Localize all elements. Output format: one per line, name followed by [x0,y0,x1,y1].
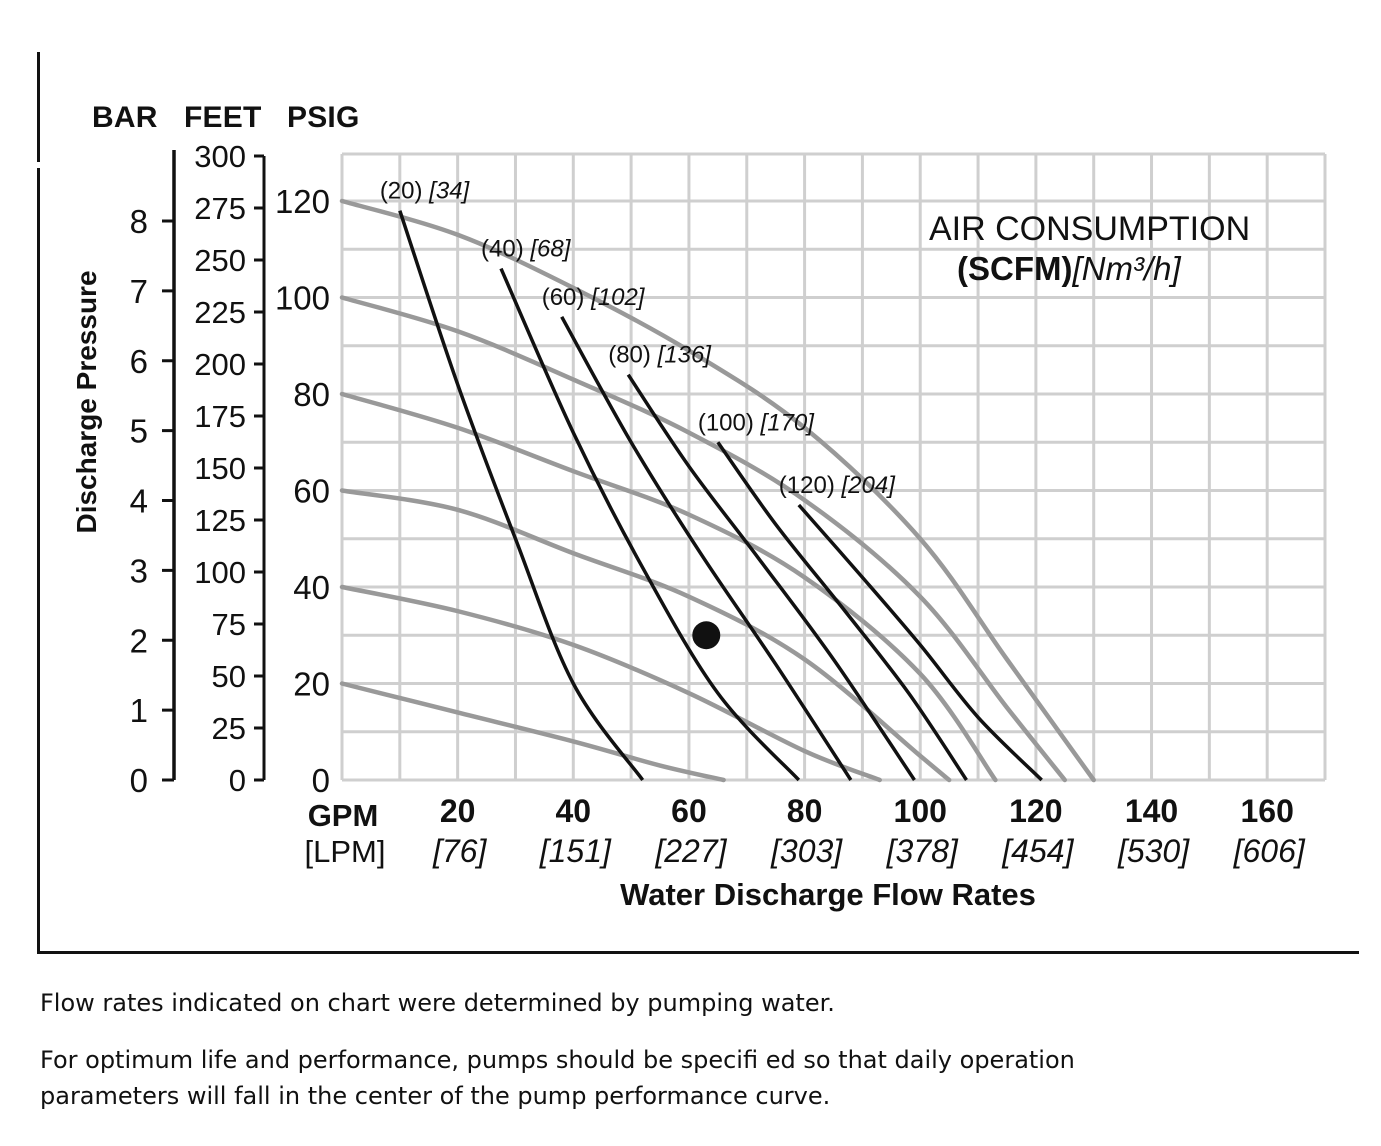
air-curve-80scfm [626,373,916,781]
feet-tick-label: 300 [194,139,246,174]
feet-tick-label: 275 [194,191,246,226]
bar-tick-label: 8 [130,203,148,240]
x-tick-label-lpm: [151] [539,833,612,869]
air-curve-100scfm [716,441,968,781]
note-optimum-2: parameters will fall in the center of th… [40,1082,831,1110]
x-tick-label-lpm: [227] [654,833,727,869]
air-curve-label-100: (100) [170] [698,409,815,436]
feet-tick-label: 75 [212,607,246,642]
x-unit-gpm: GPM [308,798,379,833]
feet-tick-label: 125 [194,503,246,538]
air-curve-label-nm3h: [136] [657,342,713,369]
bar-tick-label: 0 [130,762,148,799]
air-curve-label-20: (20) [34] [380,178,471,205]
performance-curve-100psig [339,295,1068,783]
air-unit-nm3h: [Nm³/h] [1071,250,1181,287]
x-tick-label-lpm: [606] [1233,833,1306,869]
bar-tick-label: 1 [130,692,148,729]
x-tick-label-gpm: 100 [894,793,947,829]
air-consumption-title: AIR CONSUMPTION [929,210,1250,248]
air-consumption-unit: (SCFM)[Nm³/h] [957,250,1181,287]
air-curve-label-120: (120) [204] [779,472,896,499]
x-axis-label: Water Discharge Flow Rates [620,877,1036,912]
performance-curve-40psig [339,584,883,783]
psig-tick-label: 40 [293,569,330,606]
performance-curves [339,198,1096,783]
air-curve-label-scfm: (20) [380,178,429,205]
air-curve-label-40: (40) [68] [481,236,572,263]
air-curve-60scfm [560,315,853,781]
air-curve-label-80: (80) [136] [608,342,712,369]
x-tick-label-gpm: 80 [787,793,823,829]
air-curve-label-scfm: (80) [608,342,657,369]
air-curve-40scfm [499,267,801,782]
air-curve-label-60: (60) [102] [542,284,646,311]
x-tick-label-gpm: 160 [1240,793,1293,829]
psig-tick-label: 20 [293,666,330,703]
feet-tick-label: 175 [194,399,246,434]
feet-tick-label: 200 [194,347,246,382]
air-unit-scfm: (SCFM) [957,250,1072,287]
x-tick-label-lpm: [378] [886,833,959,869]
air-curve-label-scfm: (100) [698,409,761,436]
frame-left [37,168,40,954]
air-curve-label-nm3h: [170] [760,409,816,436]
psig-tick-label: 0 [312,762,330,799]
unit-header-psig: PSIG [287,101,360,134]
feet-tick-label: 50 [212,659,246,694]
x-tick-label-gpm: 20 [440,793,476,829]
air-curve-label-nm3h: [102] [590,284,646,311]
x-tick-label-gpm: 120 [1009,793,1062,829]
psig-tick-label: 100 [275,280,330,317]
pump-performance-chart: (20) [34] (40) [68] (60) [102] (80) [136] (1… [71,139,1327,912]
feet-tick-label: 150 [194,451,246,486]
air-curve-label-scfm: (60) [542,284,591,311]
air-curve-120scfm [797,503,1043,782]
x-tick-label-gpm: 140 [1125,793,1178,829]
feet-tick-label: 100 [194,555,246,590]
x-tick-label-lpm: [530] [1117,833,1190,869]
bar-tick-label: 7 [130,273,148,310]
performance-curve-120psig [339,198,1096,783]
x-tick-label-gpm: 60 [671,793,707,829]
note-flow-rates: Flow rates indicated on chart were deter… [40,989,835,1017]
air-curve-label-scfm: (120) [779,472,842,499]
x-tick-label-lpm: [76] [432,833,487,869]
performance-curve-60psig [339,488,952,783]
air-curve-label-nm3h: [204] [841,472,897,499]
performance-curve-80psig [339,391,998,783]
air-curve-label-nm3h: [34] [428,178,470,205]
x-tick-label-lpm: [454] [1001,833,1074,869]
bar-tick-label: 4 [130,483,148,520]
feet-tick-label: 25 [212,711,246,746]
feet-tick-label: 225 [194,295,246,330]
feet-tick-label: 0 [229,763,246,798]
air-curve-20scfm [398,210,645,782]
x-tick-label-lpm: [303] [770,833,843,869]
x-unit-lpm: [LPM] [305,834,386,869]
psig-tick-label: 60 [293,473,330,510]
performance-curve-20psig [339,681,726,783]
psig-tick-label: 80 [293,376,330,413]
frame-bottom [37,951,1359,954]
air-curve-label-nm3h: [68] [529,236,571,263]
example-operating-point [692,621,721,650]
axes: 0204060801001200255075100125150175200225… [130,139,1306,869]
air-curve-label-scfm: (40) [481,236,530,263]
psig-tick-label: 120 [275,183,330,220]
y-axis-label: Discharge Pressure [71,270,102,533]
air-consumption-curves: (20) [34] (40) [68] (60) [102] (80) [136] (1… [380,178,1043,782]
bar-tick-label: 3 [130,552,148,589]
frame-left-top [37,52,40,162]
bar-tick-label: 2 [130,622,148,659]
bar-tick-label: 6 [130,343,148,380]
unit-header-bar: BAR [92,101,158,134]
feet-tick-label: 250 [194,243,246,278]
unit-header-feet: FEET [184,101,262,134]
bar-tick-label: 5 [130,413,148,450]
note-optimum-1: For optimum life and performance, pumps … [40,1046,1075,1074]
x-tick-label-gpm: 40 [555,793,591,829]
